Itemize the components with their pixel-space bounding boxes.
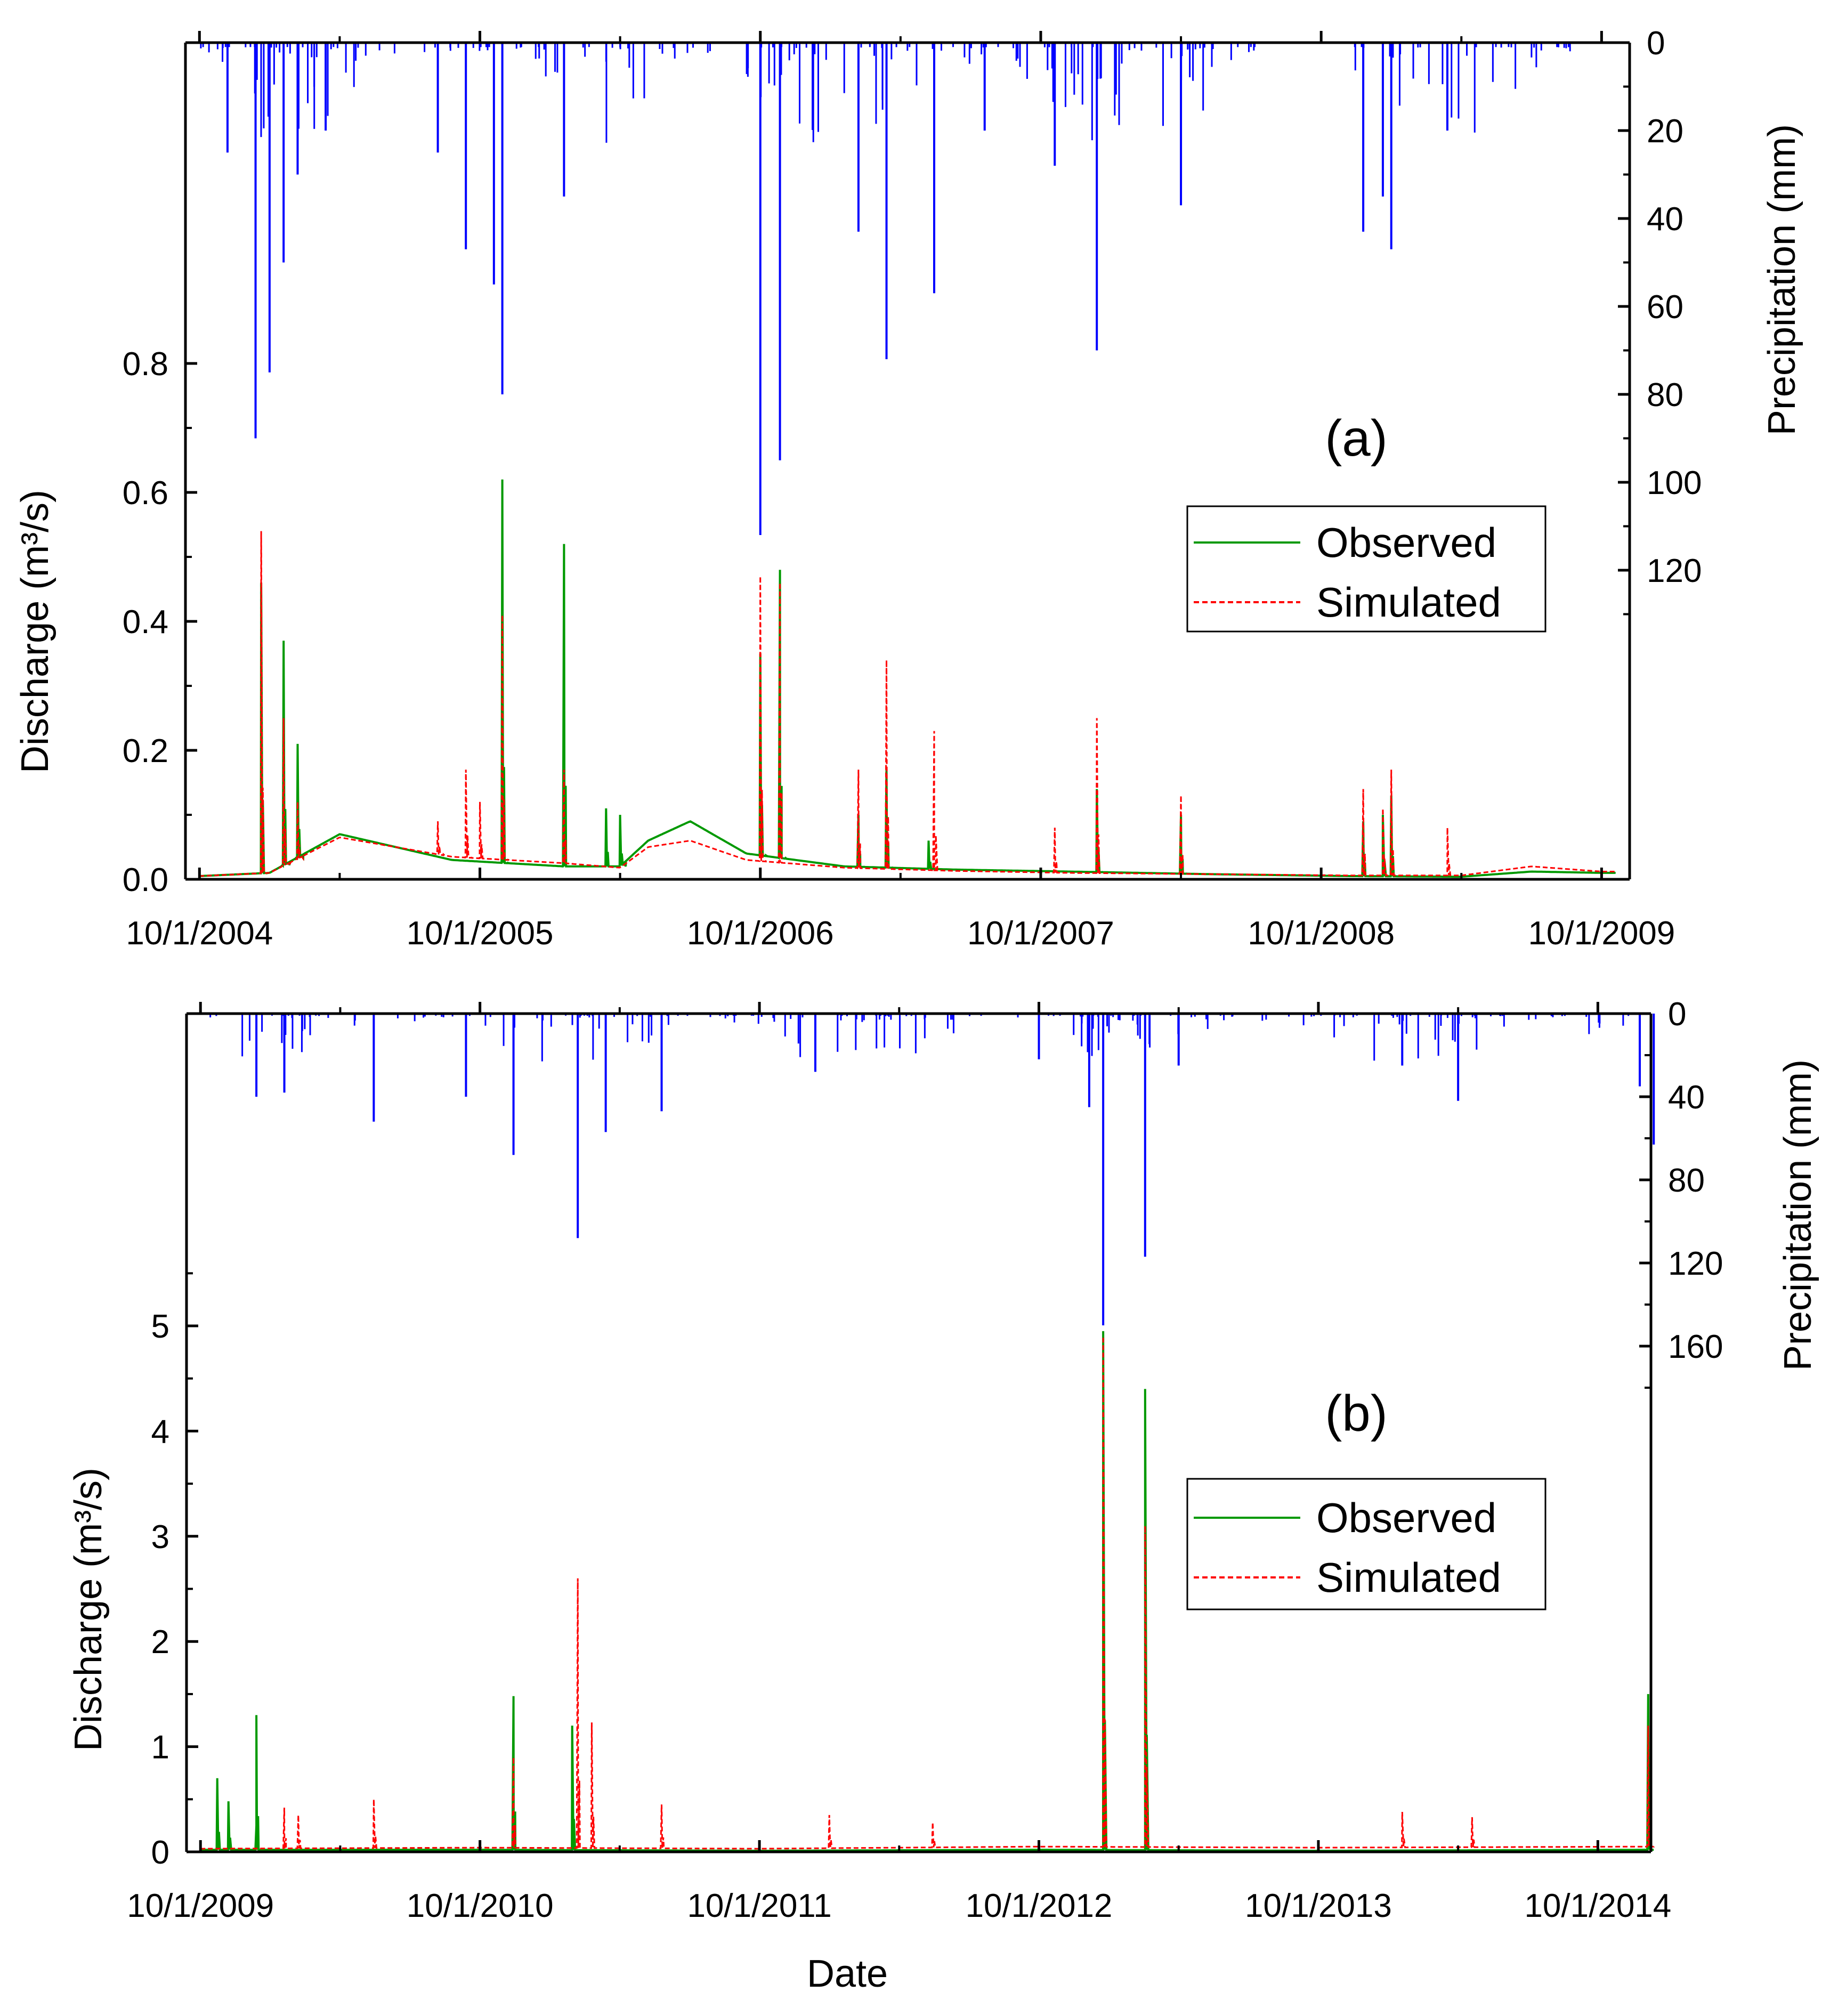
panel-b-x-tick-label: 10/1/2009 <box>127 1888 274 1924</box>
panel-b-right-axis-title: Precipitation (mm) <box>1777 1059 1819 1371</box>
panel-b-right-tick-label: 0 <box>1668 996 1686 1033</box>
panel-a-legend-observed-label: Observed <box>1316 519 1496 566</box>
panel-a-left-tick-label: 0.0 <box>123 862 168 898</box>
panel-a-legend-box <box>1186 505 1546 633</box>
panel-b-left-tick-label: 5 <box>151 1308 169 1345</box>
panel-b-legend-box <box>1186 1478 1546 1610</box>
panel-a-left-tick-label: 0.6 <box>123 475 168 512</box>
panel-a-x-tick-label: 10/1/2004 <box>126 915 273 952</box>
panel-b-x-tick-label: 10/1/2011 <box>687 1888 831 1924</box>
panel-b-left-tick-label: 0 <box>151 1834 169 1871</box>
panel-b-left-tick-label: 4 <box>151 1413 169 1450</box>
panel-a-left-tick-label: 0.4 <box>123 604 168 641</box>
panel-a-legend: Observed Simulated <box>1186 505 1546 633</box>
panel-a-right-tick-label: 120 <box>1647 553 1702 589</box>
panel-a: 10/1/2004 10/1/2005 10/1/2006 10/1/2007 10/1… <box>14 25 1803 952</box>
panel-a-right-tick-label: 40 <box>1647 201 1683 238</box>
panel-a-x-tick-label: 10/1/2009 <box>1528 915 1675 952</box>
panel-b-legend-simulated-label: Simulated <box>1316 1554 1501 1601</box>
panel-b-right-tick-label: 120 <box>1668 1245 1723 1282</box>
panel-b-left-tick-label: 2 <box>151 1624 169 1661</box>
panel-b-x-tick-label: 10/1/2013 <box>1245 1888 1392 1924</box>
panel-b-x-tick-label: 10/1/2010 <box>407 1888 554 1924</box>
panel-a-right-axis-title: Precipitation (mm) <box>1761 124 1803 435</box>
panel-a-x-tick-label: 10/1/2005 <box>407 915 554 952</box>
panel-a-left-axis-title: Discharge (m³/s) <box>14 490 56 773</box>
panel-b-x-tick-label: 10/1/2012 <box>966 1888 1113 1924</box>
panel-a-legend-simulated-label: Simulated <box>1316 579 1501 626</box>
panel-a-simulated-line <box>199 531 1616 877</box>
panel-b-label: (b) <box>1325 1385 1387 1442</box>
panel-b-marks <box>200 1014 1655 1852</box>
panel-a-x-tick-label: 10/1/2006 <box>687 915 834 952</box>
panel-a-right-tick-label: 80 <box>1647 377 1683 414</box>
panel-a-right-tick-label: 100 <box>1647 465 1702 501</box>
panel-a-left-tick-label: 0.8 <box>123 346 168 383</box>
panel-a-observed-line <box>199 479 1616 878</box>
panel-a-x-tick-label: 10/1/2008 <box>1248 915 1395 952</box>
panel-b-legend-observed-label: Observed <box>1316 1494 1496 1541</box>
panel-a-precip-series <box>200 43 1571 535</box>
panel-a-axes: 10/1/2004 10/1/2005 10/1/2006 10/1/2007 10/1… <box>123 25 1702 952</box>
panel-b-axes: 10/1/2009 10/1/2010 10/1/2011 10/1/2012 10/1… <box>127 996 1723 1924</box>
panel-a-right-tick-label: 60 <box>1647 289 1683 326</box>
panel-a-x-tick-label: 10/1/2007 <box>967 915 1114 952</box>
panel-b-right-tick-label: 40 <box>1668 1079 1705 1116</box>
panel-b-left-tick-label: 3 <box>151 1519 169 1556</box>
panel-b-left-tick-label: 1 <box>151 1729 169 1766</box>
panel-a-right-tick-label: 0 <box>1647 25 1665 62</box>
panel-b-left-axis-title: Discharge (m³/s) <box>67 1468 110 1751</box>
panel-b-x-tick-label: 10/1/2014 <box>1524 1888 1671 1924</box>
panel-b-right-tick-label: 80 <box>1668 1162 1705 1199</box>
panel-b-legend: Observed Simulated <box>1186 1478 1546 1610</box>
panel-b-precip-series <box>209 1014 1655 1325</box>
panel-a-left-tick-label: 0.2 <box>123 733 168 770</box>
panel-a-label: (a) <box>1325 410 1387 467</box>
panel-b-right-tick-label: 160 <box>1668 1329 1723 1365</box>
panel-a-marks <box>199 43 1616 878</box>
x-axis-title: Date <box>807 1953 888 1995</box>
panel-a-right-tick-label: 20 <box>1647 113 1683 150</box>
panel-b: 10/1/2009 10/1/2010 10/1/2011 10/1/2012 10/1… <box>67 996 1819 1995</box>
